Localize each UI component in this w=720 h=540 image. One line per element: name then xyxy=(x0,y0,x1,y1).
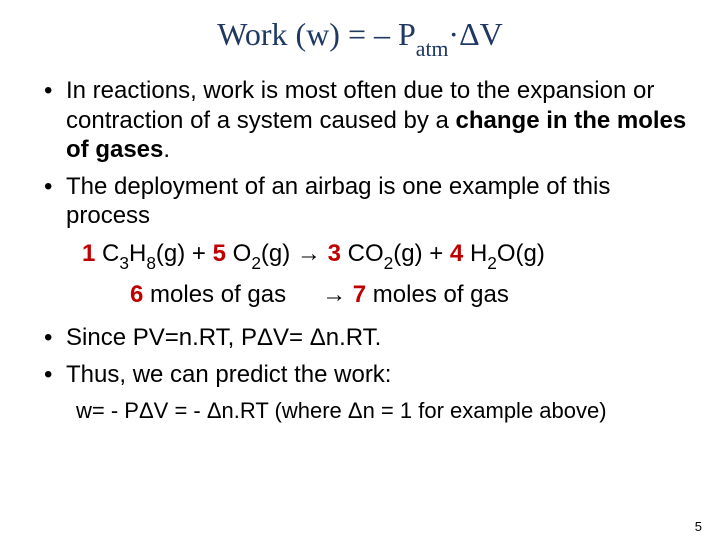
bullet-list-3: Thus, we can predict the work: xyxy=(40,360,690,389)
coef-1: 1 xyxy=(82,240,95,267)
title-sub: atm xyxy=(416,37,449,61)
eq-f4a: H xyxy=(463,240,487,267)
moles-summary: 6 moles of gas → 7 moles of gas xyxy=(30,280,690,309)
bullet-4: Thus, we can predict the work: xyxy=(40,360,690,389)
eq-f1c: (g) + xyxy=(156,240,213,267)
eq-f2b: (g) → xyxy=(261,240,328,267)
bullet-2: The deployment of an airbag is one examp… xyxy=(40,172,690,231)
eq-s5: 2 xyxy=(487,253,497,273)
title-pre: Work (w) = – P xyxy=(217,16,416,52)
bullet-1: In reactions, work is most often due to … xyxy=(40,76,690,164)
eq-f3a: CO xyxy=(341,240,384,267)
eq-f1b: H xyxy=(129,240,146,267)
chemical-equation: 1 C3H8(g) + 5 O2(g) → 3 CO2(g) + 4 H2O(g… xyxy=(30,239,690,272)
b1-c: . xyxy=(163,136,170,163)
eq-f4b: O(g) xyxy=(497,240,545,267)
title-post: ·ΔV xyxy=(448,16,502,52)
eq-s2: 8 xyxy=(146,253,156,273)
final-equation: w= - PΔV = - Δn.RT (where Δn = 1 for exa… xyxy=(30,397,690,425)
eq-s3: 2 xyxy=(251,253,261,273)
moles-right-t: moles of gas xyxy=(366,281,509,308)
moles-arrow: → xyxy=(322,281,353,308)
page-number: 5 xyxy=(695,519,702,534)
b2-text: The deployment of an airbag is one examp… xyxy=(66,173,610,229)
eq-f1a: C xyxy=(95,240,119,267)
moles-left-t: moles of gas xyxy=(143,281,286,308)
eq-s4: 2 xyxy=(384,253,394,273)
coef-4: 4 xyxy=(450,240,463,267)
eq-f3b: (g) + xyxy=(393,240,450,267)
b3-text: Since PV=n.RT, PΔV= Δn.RT. xyxy=(66,324,381,351)
moles-left-n: 6 xyxy=(130,281,143,308)
coef-3: 3 xyxy=(328,240,341,267)
bullet-list: In reactions, work is most often due to … xyxy=(40,76,690,230)
coef-2: 5 xyxy=(213,240,226,267)
eq-f2a: O xyxy=(226,240,251,267)
final-text: w= - PΔV = - Δn.RT (where Δn = 1 for exa… xyxy=(76,398,607,423)
b4-text: Thus, we can predict the work: xyxy=(66,361,391,388)
eq-s1: 3 xyxy=(119,253,129,273)
slide: Work (w) = – Patm·ΔV In reactions, work … xyxy=(0,0,720,540)
slide-title: Work (w) = – Patm·ΔV xyxy=(30,16,690,58)
bullet-3: Since PV=n.RT, PΔV= Δn.RT. xyxy=(40,323,690,352)
bullet-list-2: Since PV=n.RT, PΔV= Δn.RT. xyxy=(40,323,690,352)
moles-right-n: 7 xyxy=(353,281,366,308)
